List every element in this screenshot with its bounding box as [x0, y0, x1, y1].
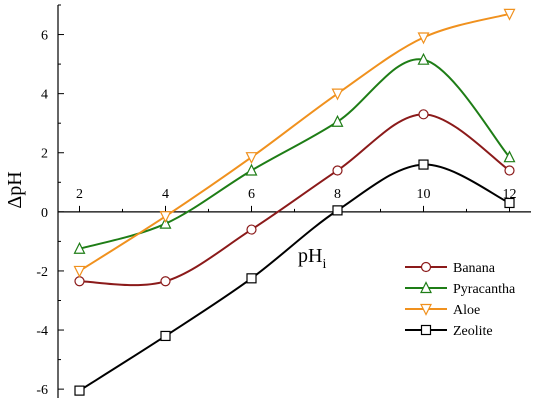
y-tick-label: 0	[41, 206, 48, 221]
y-axis-title: ΔpH	[4, 171, 26, 208]
data-point-pyracantha	[331, 114, 344, 127]
data-point-banana	[74, 276, 85, 287]
series-line-pyracantha	[79, 58, 511, 250]
y-tick-label: -4	[36, 324, 48, 339]
data-point-aloe	[159, 211, 172, 224]
series-layer	[73, 8, 516, 396]
data-point-pyracantha	[159, 216, 172, 229]
legend-marker-banana	[420, 261, 432, 273]
y-tick-label: -2	[36, 265, 48, 280]
legend-item-zeolite: Zeolite	[405, 324, 493, 339]
x-tick-label: 4	[162, 187, 169, 202]
x-tick-label: 2	[76, 187, 83, 202]
data-point-banana	[332, 165, 343, 176]
series-line-banana	[79, 113, 511, 287]
data-point-banana	[246, 224, 257, 235]
y-tick-label: -6	[36, 383, 48, 398]
data-point-pyracantha	[503, 150, 516, 163]
series-line-zeolite	[78, 163, 510, 392]
data-point-zeolite	[332, 205, 343, 216]
series-banana	[74, 109, 515, 287]
legend-marker-zeolite	[420, 324, 432, 336]
data-point-zeolite	[160, 330, 171, 342]
legend-label-zeolite: Zeolite	[453, 324, 493, 339]
x-tick-label: 10	[417, 187, 431, 202]
legend-label-aloe: Aloe	[453, 303, 480, 318]
legend-item-pyracantha: Pyracantha	[405, 281, 516, 297]
data-point-pyracantha	[417, 52, 430, 65]
x-axis-title: pHi	[298, 245, 326, 272]
data-point-aloe	[245, 152, 258, 165]
x-tick-label: 6	[248, 187, 255, 202]
x-tick-label: 8	[334, 187, 341, 202]
legend-item-aloe: Aloe	[405, 303, 480, 318]
data-point-aloe	[417, 32, 430, 45]
data-point-pyracantha	[245, 163, 258, 176]
legend: Banana Pyracantha Aloe Zeolite	[405, 261, 516, 339]
data-point-zeolite	[418, 159, 429, 170]
legend-marker-aloe	[420, 303, 432, 316]
series-pyracantha	[73, 52, 516, 254]
data-point-banana	[160, 276, 171, 287]
data-point-pyracantha	[73, 241, 86, 254]
data-point-aloe	[503, 8, 516, 21]
legend-item-banana: Banana	[405, 261, 496, 276]
series-aloe	[73, 8, 516, 278]
data-point-zeolite	[504, 197, 515, 209]
y-tick-label: 4	[41, 88, 48, 103]
series-zeolite	[74, 159, 515, 396]
legend-label-pyracantha: Pyracantha	[453, 282, 516, 297]
legend-label-banana: Banana	[453, 261, 496, 276]
data-point-banana	[418, 109, 429, 120]
data-point-aloe	[331, 88, 344, 101]
data-point-banana	[504, 165, 515, 176]
y-tick-label: 2	[41, 147, 48, 162]
data-point-zeolite	[246, 273, 257, 284]
data-point-zeolite	[74, 385, 85, 396]
legend-marker-pyracantha	[420, 281, 432, 294]
data-point-aloe	[73, 265, 86, 278]
y-tick-label: 6	[41, 29, 48, 44]
